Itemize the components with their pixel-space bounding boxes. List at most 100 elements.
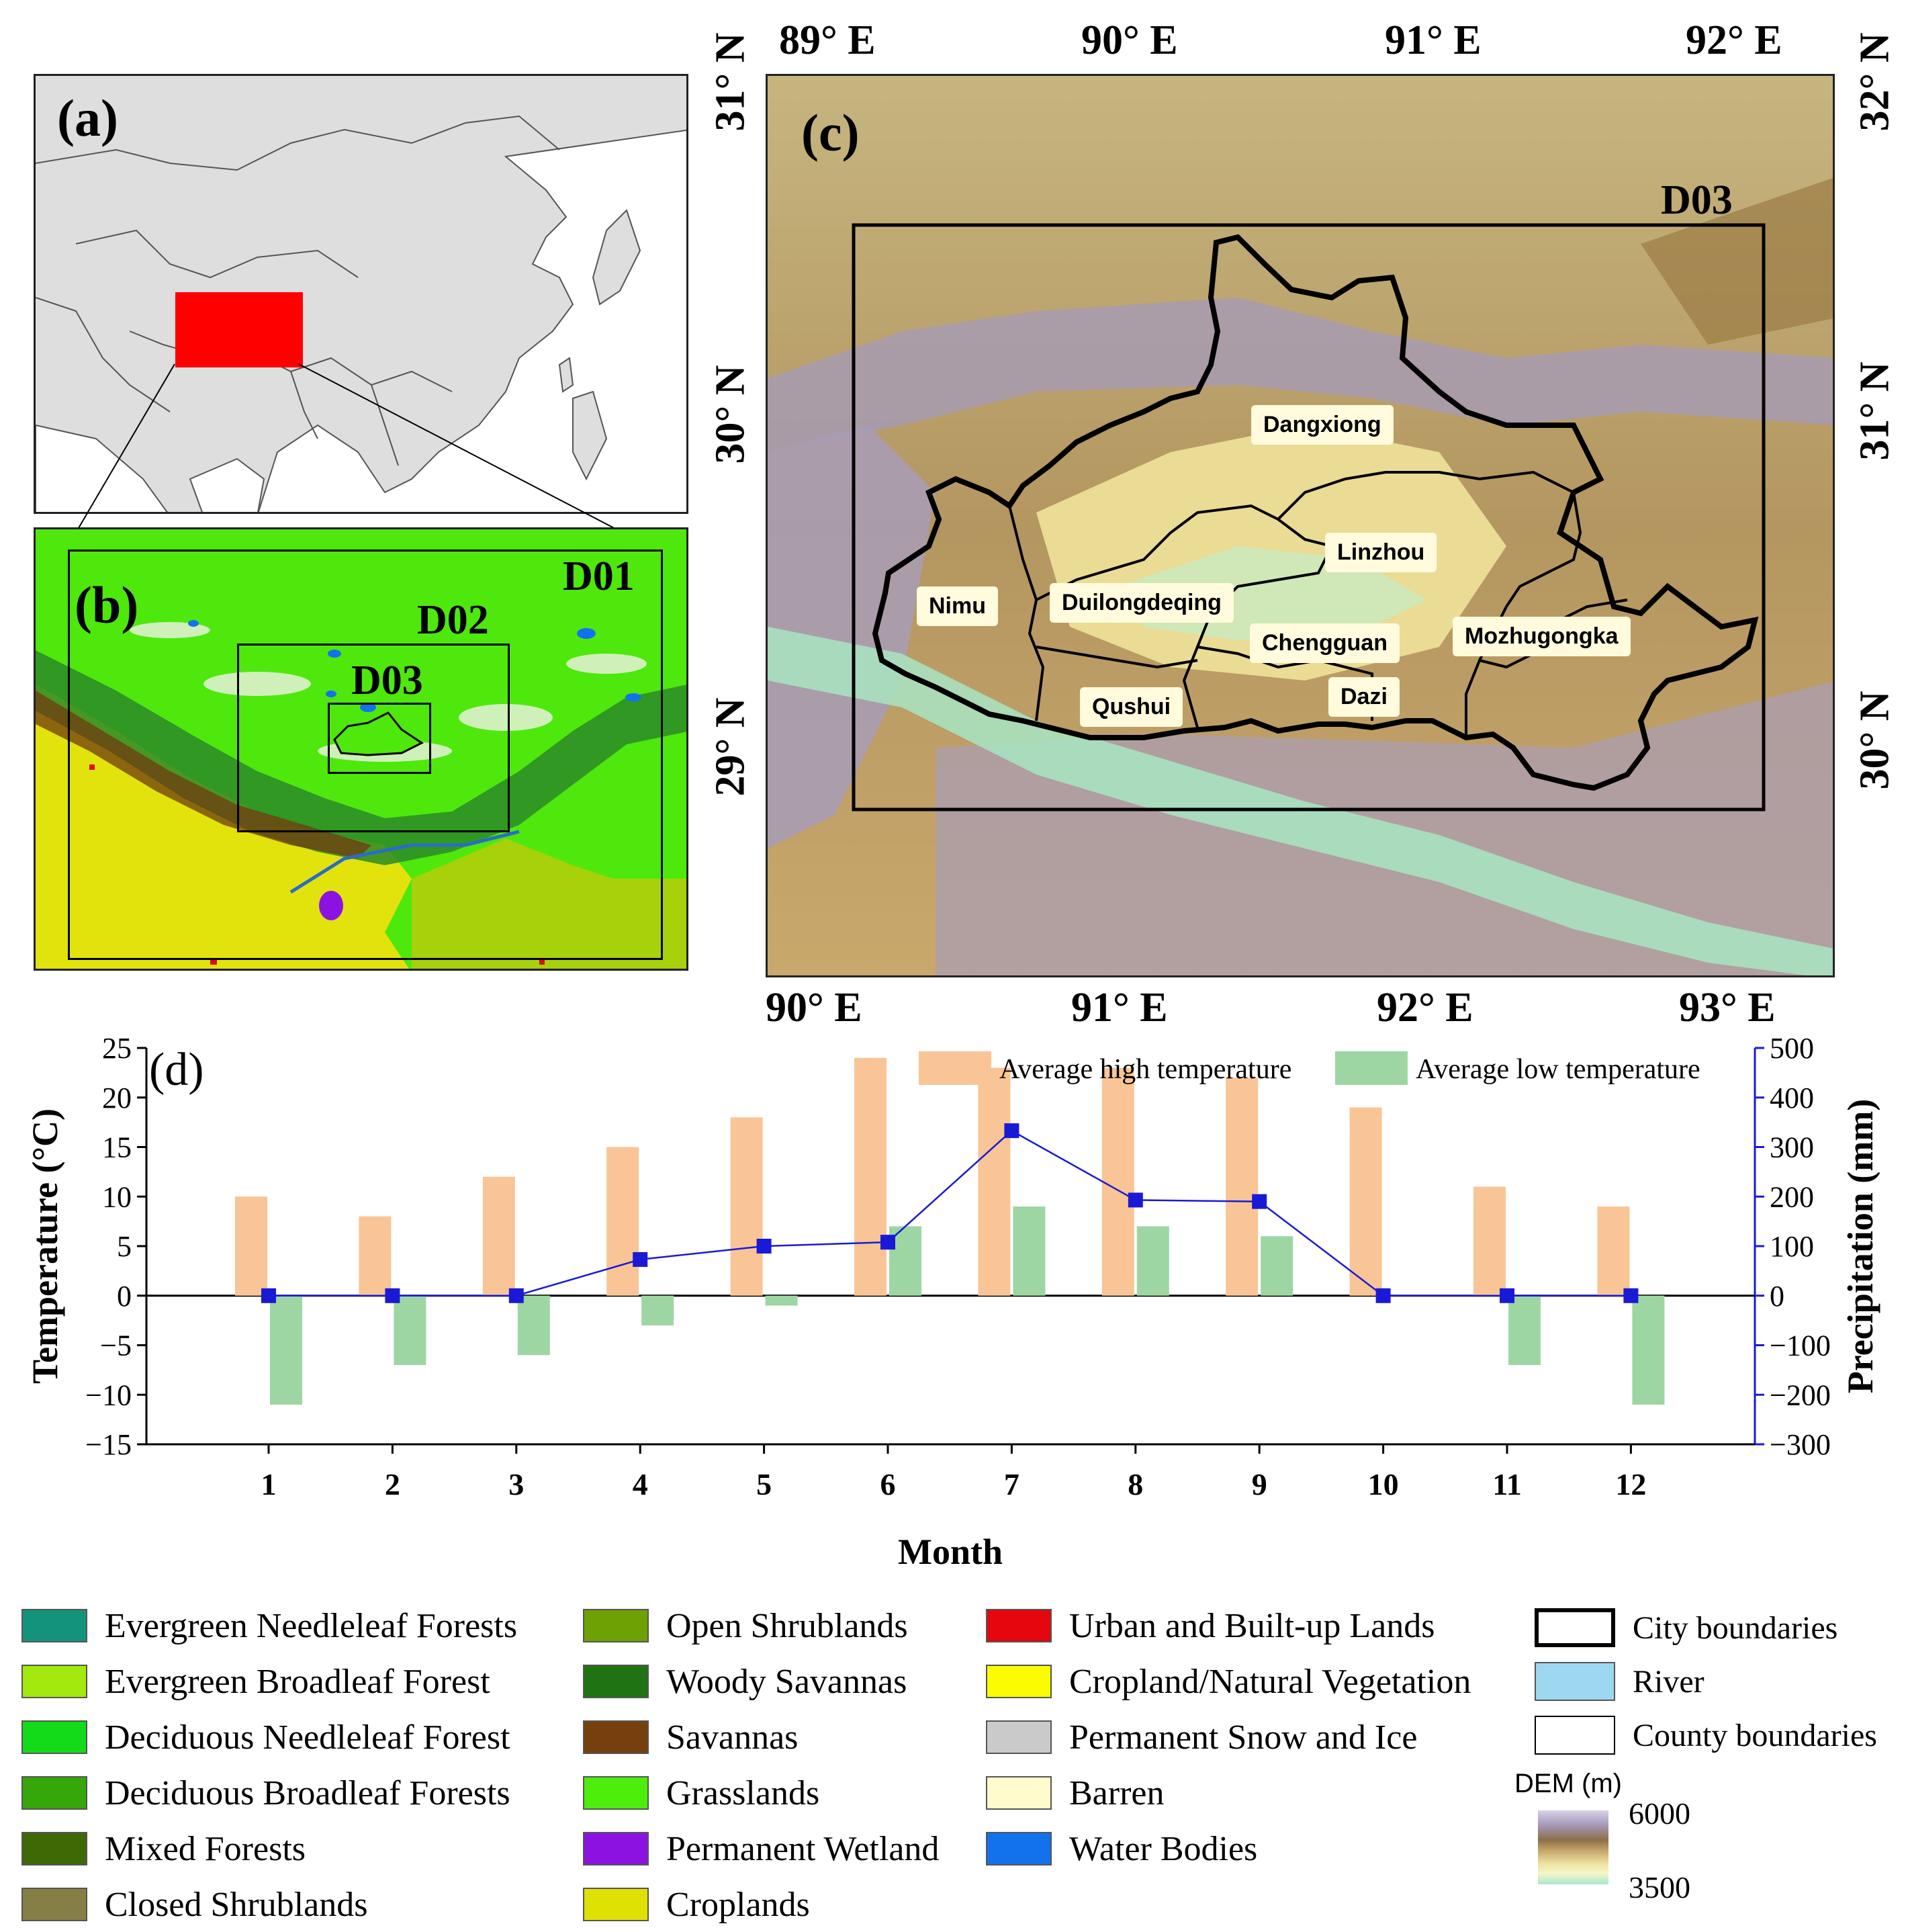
river-swatch [1535, 1662, 1615, 1701]
himalaya-forest-belt [36, 650, 686, 865]
legend-woody-savannas: Woody Savannas [583, 1661, 907, 1702]
precipitation-point [633, 1252, 648, 1267]
swatch [21, 1776, 87, 1810]
y2-tick-label: 500 [1770, 1032, 1814, 1065]
urban-patches [89, 764, 545, 965]
panel-a-asia-map: (a) [34, 74, 688, 514]
y-tick-label: −10 [85, 1378, 132, 1411]
right-lat-32: 32° N [1852, 32, 1898, 132]
bar-high-temp [978, 1067, 1011, 1296]
domain-d03-label: D03 [351, 658, 423, 703]
precipitation-point [1004, 1123, 1019, 1139]
precipitation-point [880, 1235, 895, 1250]
bar-high-temp [1349, 1107, 1382, 1296]
x-tick-label: 2 [385, 1467, 400, 1501]
y-axis-title: Temperature (°C) [25, 1108, 65, 1384]
forest-band-dark [36, 691, 371, 859]
river [289, 830, 520, 894]
x-tick-label: 3 [508, 1467, 524, 1501]
swatch [986, 1665, 1052, 1698]
panel-a-label: (a) [57, 89, 118, 147]
county-label-mozhugongka: Mozhugongka [1453, 617, 1631, 656]
legend-savannas: Savannas [583, 1717, 798, 1757]
asia-basemap [36, 115, 686, 512]
y2-tick-label: −200 [1770, 1378, 1831, 1411]
x-tick-label: 9 [1252, 1467, 1267, 1501]
bar-high-temp [1101, 1067, 1134, 1296]
county-label-chengguan: Chengguan [1250, 623, 1400, 663]
bottom-lon-93: 93° E [1679, 985, 1776, 1030]
panel-c-label: (c) [801, 103, 860, 162]
y2-tick-label: −300 [1770, 1428, 1831, 1461]
legend-water-bodies: Water Bodies [986, 1829, 1257, 1869]
city-boundary-swatch [1535, 1608, 1615, 1647]
domain-d02-box [237, 644, 510, 832]
panel-d-label: (d) [149, 1044, 204, 1096]
bottom-lon-92: 92° E [1377, 985, 1473, 1030]
legend-cropland-natural-vegetation: Cropland/Natural Vegetation [986, 1661, 1471, 1702]
swatch [21, 1888, 87, 1921]
bar-low-temp [394, 1295, 426, 1365]
d03-map-label: D03 [1661, 177, 1733, 223]
domain-d01-box [68, 550, 663, 960]
precipitation-point [756, 1239, 772, 1254]
swatch [583, 1609, 649, 1642]
d03-domain-rect [852, 223, 1766, 811]
bar-low-temp [1013, 1206, 1046, 1296]
indian-ocean [36, 424, 168, 512]
precipitation-point [385, 1288, 400, 1303]
bay-of-bengal [189, 457, 265, 512]
left-lat-31: 31° N [707, 32, 754, 132]
x-tick-label: 11 [1492, 1467, 1521, 1501]
domain-d01-label: D01 [563, 554, 635, 599]
japan-island [592, 209, 641, 306]
y2-tick-label: −100 [1770, 1329, 1831, 1362]
county-label-duilongdeqing: Duilongdeqing [1050, 583, 1234, 623]
domain-d03-box [328, 703, 431, 774]
dem-max-label: 6000 [1629, 1796, 1690, 1831]
swatch [583, 1888, 649, 1921]
bar-low-temp [517, 1295, 550, 1356]
y-tick-label: 10 [102, 1180, 132, 1213]
y-tick-label: 0 [117, 1280, 132, 1313]
x-tick-label: 7 [1004, 1467, 1019, 1501]
legend-river: River [1535, 1661, 1705, 1702]
swatch [986, 1609, 1052, 1642]
precipitation-point [1623, 1288, 1639, 1303]
bottom-lon-90: 90° E [766, 985, 862, 1030]
country-borders [36, 115, 560, 466]
city-boundary [872, 234, 1759, 791]
y-tick-label: 25 [102, 1032, 132, 1065]
bottom-lon-91: 91° E [1071, 985, 1168, 1030]
y-tick-label: 5 [117, 1230, 132, 1263]
climate-chart: −15−10−50510152025−300−200−1000100200300… [25, 1032, 1880, 1572]
left-lat-29: 29° N [707, 697, 754, 797]
top-lon-89: 89° E [779, 17, 876, 63]
legend-mixed-forests: Mixed Forests [21, 1829, 306, 1869]
dem-raster [768, 76, 1833, 975]
x-tick-label: 12 [1615, 1467, 1646, 1501]
precipitation-point [261, 1288, 276, 1303]
wetland-patch [319, 891, 343, 920]
x-tick-label: 10 [1368, 1467, 1399, 1501]
philippines [572, 390, 608, 481]
high-mountains-north [768, 298, 1833, 452]
precipitation-point [508, 1288, 524, 1303]
left-lat-30: 30° N [707, 365, 754, 464]
east-lowland [1641, 178, 1833, 345]
swatch [986, 1776, 1052, 1810]
bar-high-temp [482, 1176, 515, 1296]
dem-min-label: 3500 [1629, 1870, 1690, 1904]
water-bodies [188, 620, 641, 712]
legend-high-label: Average high temperature [999, 1054, 1291, 1085]
y-tick-label: 20 [102, 1082, 132, 1114]
panel-c-dem-map: D03 Dangxiong Linzhou Nimu Duilongdeqing… [766, 74, 1835, 977]
bar-high-temp [1226, 1078, 1259, 1296]
study-area-marker [175, 292, 303, 367]
x-tick-label: 8 [1128, 1467, 1143, 1501]
cropland-east [412, 838, 686, 969]
swatch [21, 1832, 87, 1865]
swatch [583, 1720, 649, 1754]
y2-axis-title: Precipitation (mm) [1840, 1099, 1880, 1393]
bar-low-temp [1136, 1226, 1169, 1296]
